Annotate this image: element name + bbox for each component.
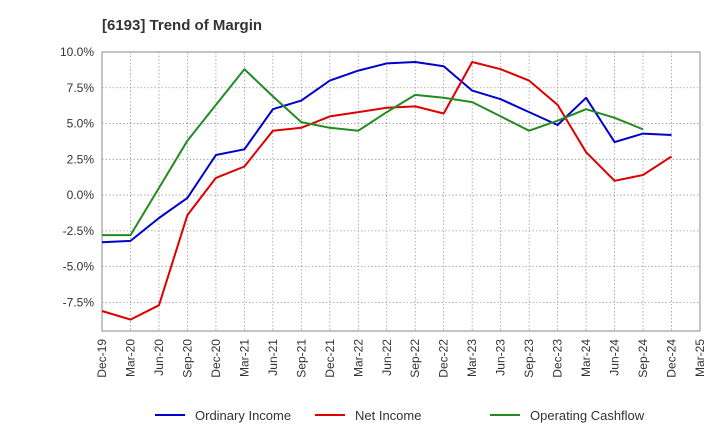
x-tick-label: Sep-22 (408, 339, 422, 378)
y-axis-tick-labels: 10.0% 7.5% 5.0% 2.5% 0.0% -2.5% -5.0% -7.5% (60, 45, 94, 309)
plot-area (101, 51, 701, 332)
x-tick-label: Mar-23 (465, 339, 479, 377)
x-tick-label: Sep-23 (522, 339, 536, 378)
y-tick-label: -5.0% (63, 260, 95, 274)
y-tick-label: 5.0% (67, 117, 95, 131)
x-tick-label: Mar-24 (579, 339, 593, 377)
y-tick-label: -2.5% (63, 224, 95, 238)
legend-label-net-income: Net Income (355, 408, 421, 423)
series-line-operating-cashflow (102, 68, 644, 237)
series-line-ordinary-income (101, 61, 672, 244)
y-tick-label: -7.5% (63, 295, 95, 309)
y-tick-label: 2.5% (67, 152, 95, 166)
x-tick-label: Mar-21 (237, 339, 251, 377)
x-tick-label: Dec-23 (551, 339, 565, 378)
chart-title: [6193] Trend of Margin (102, 17, 262, 34)
x-tick-label: Sep-20 (180, 339, 194, 378)
x-tick-label: Jun-24 (608, 339, 622, 376)
x-tick-label: Jun-20 (152, 339, 166, 376)
y-tick-label: 10.0% (60, 45, 94, 59)
x-tick-label: Dec-21 (323, 339, 337, 378)
x-tick-label: Mar-22 (351, 339, 365, 377)
series-line-net-income (101, 61, 673, 321)
y-tick-label: 7.5% (67, 81, 95, 95)
legend-label-operating-cashflow: Operating Cashflow (530, 408, 645, 423)
x-tick-label: Dec-22 (437, 339, 451, 378)
x-tick-label: Dec-19 (95, 339, 109, 378)
x-tick-label: Jun-22 (380, 339, 394, 376)
x-tick-label: Sep-21 (294, 339, 308, 378)
legend-label-ordinary-income: Ordinary Income (195, 408, 291, 423)
y-tick-label: 0.0% (67, 188, 95, 202)
legend: Ordinary Income Net Income Operating Cashf… (155, 408, 645, 423)
grid-lines (102, 52, 700, 331)
x-tick-label: Dec-24 (665, 339, 679, 378)
x-axis-tick-labels: Dec-19 Mar-20 Jun-20 Sep-20 Dec-20 Mar-21 Jun-… (95, 339, 707, 378)
x-tick-label: Mar-20 (123, 339, 137, 377)
series-lines (101, 61, 673, 321)
x-tick-label: Mar-25 (693, 339, 707, 377)
x-tick-label: Dec-20 (209, 339, 223, 378)
x-tick-label: Sep-24 (636, 339, 650, 378)
x-tick-label: Jun-23 (494, 339, 508, 376)
x-tick-label: Jun-21 (266, 339, 280, 376)
